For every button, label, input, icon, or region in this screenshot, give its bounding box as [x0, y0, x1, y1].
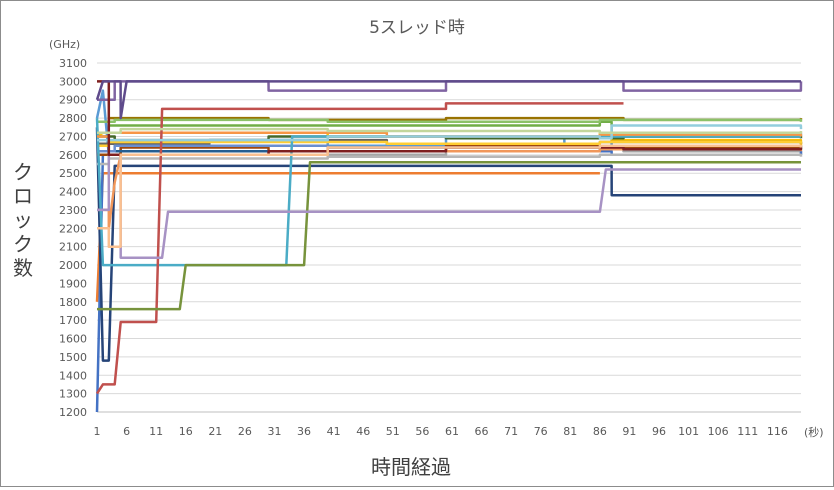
x-tick-label: 56 — [415, 425, 429, 438]
x-tick-label: 111 — [737, 425, 758, 438]
y-tick-label: 2100 — [59, 241, 87, 254]
x-tick-label: 31 — [267, 425, 281, 438]
series-line-24 — [97, 124, 803, 142]
x-tick-label: 106 — [708, 425, 729, 438]
y-axis-title-char: 数 — [13, 256, 33, 280]
series-line-5 — [95, 149, 803, 413]
x-tick-label: 36 — [297, 425, 311, 438]
x-tick-label: 101 — [678, 425, 699, 438]
y-tick-label: 2000 — [59, 259, 87, 272]
series-line-25 — [97, 80, 803, 157]
chart-title: 5スレッド時 — [369, 18, 465, 38]
x-tick-label: 26 — [238, 425, 252, 438]
x-tick-label: 66 — [475, 425, 489, 438]
x-tick-label: 91 — [622, 425, 636, 438]
y-tick-label: 1900 — [59, 277, 87, 290]
x-tick-label: 6 — [123, 425, 130, 438]
x-tick-label: 81 — [563, 425, 577, 438]
x-tick-label: 116 — [767, 425, 788, 438]
y-tick-label: 2200 — [59, 222, 87, 235]
series-line-28 — [97, 127, 803, 135]
x-tick-label: 51 — [386, 425, 400, 438]
series-line-26 — [95, 80, 803, 120]
series-line-22 — [97, 160, 803, 311]
y-tick-label: 1600 — [59, 333, 87, 346]
y-tick-label: 1200 — [59, 406, 87, 419]
y-tick-label: 2600 — [59, 149, 87, 162]
series-line-7 — [95, 127, 803, 362]
x-tick-label: 16 — [179, 425, 193, 438]
y-tick-label: 1500 — [59, 351, 87, 364]
x-axis-title: 時間経過 — [371, 455, 451, 479]
y-tick-label: 2300 — [59, 204, 87, 217]
y-axis-title-char: ク — [13, 232, 33, 256]
y-tick-label: 2400 — [59, 186, 87, 199]
y-tick-label: 2900 — [59, 94, 87, 107]
x-tick-label: 46 — [356, 425, 370, 438]
y-tick-label: 2500 — [59, 167, 87, 180]
y-tick-label: 1400 — [59, 369, 87, 382]
y-axis-title-char: ッ — [13, 208, 33, 232]
y-tick-labels: 1200 1300 1400 1500 1600 1700 1800 1900 2000 2100… — [59, 57, 87, 419]
x-tick-label: 21 — [208, 425, 222, 438]
series-line-21 — [95, 102, 624, 395]
series-line-27 — [97, 144, 803, 248]
y-tick-label: 1300 — [59, 388, 87, 401]
grid-lines — [97, 62, 801, 413]
series-lines — [95, 80, 803, 413]
series-line-17 — [97, 118, 803, 124]
x-tick-label: 76 — [534, 425, 548, 438]
y-tick-label: 2800 — [59, 112, 87, 125]
y-axis-title-char: ク — [13, 160, 33, 184]
y-tick-label: 3100 — [59, 57, 87, 70]
series-line-18 — [97, 80, 803, 101]
series-line-2 — [95, 171, 602, 302]
x-tick-label: 71 — [504, 425, 518, 438]
y-tick-label: 1700 — [59, 314, 87, 327]
x-unit-label: (秒) — [804, 425, 824, 439]
x-tick-labels: 1 6 11 16 21 26 31 36 41 46 51 56 61 66 71 76 81 86 91 96 10… — [94, 425, 788, 438]
y-tick-label: 1800 — [59, 296, 87, 309]
x-tick-label: 11 — [149, 425, 163, 438]
x-tick-label: 1 — [94, 425, 101, 438]
x-tick-label: 41 — [327, 425, 341, 438]
y-tick-label: 3000 — [59, 75, 87, 88]
x-tick-label: 61 — [445, 425, 459, 438]
x-tick-label: 86 — [593, 425, 607, 438]
x-tick-label: 96 — [652, 425, 666, 438]
series-line-23 — [97, 153, 803, 259]
y-tick-label: 2700 — [59, 130, 87, 143]
y-axis-title-char: ロ — [13, 184, 33, 208]
y-unit-label: (GHz) — [49, 38, 80, 51]
